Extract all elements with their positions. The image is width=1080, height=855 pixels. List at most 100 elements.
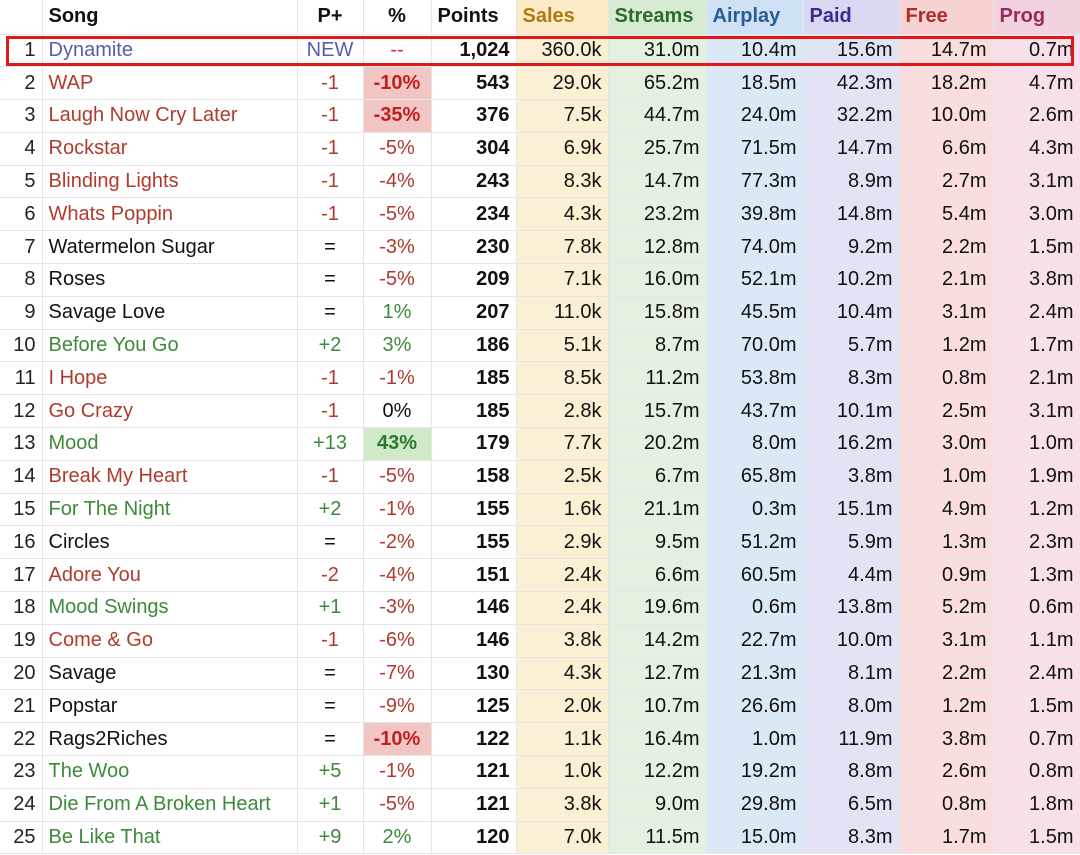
position-change: NEW: [297, 34, 364, 68]
song-title[interactable]: Break My Heart: [42, 460, 298, 494]
position-change: -1: [297, 132, 364, 166]
percent-change: -3%: [363, 591, 432, 625]
song-title[interactable]: Come & Go: [42, 624, 298, 658]
points-value: 146: [431, 591, 517, 625]
table-row[interactable]: 5 Blinding Lights -1 -4% 243 8.3k 14.7m 77.3m 8.…: [0, 165, 1080, 199]
streams-value: 14.7m: [608, 165, 707, 199]
airplay-value: 65.8m: [706, 460, 804, 494]
paid-value: 32.2m: [803, 99, 900, 133]
percent-change: 43%: [363, 427, 432, 461]
airplay-value: 51.2m: [706, 525, 804, 560]
table-row[interactable]: 19 Come & Go -1 -6% 146 3.8k 14.2m 22.7m 10.0m 3.…: [0, 624, 1080, 658]
table-row[interactable]: 1 Dynamite NEW -- 1,024 360.0k 31.0m 10.4m 15.6m…: [0, 34, 1080, 68]
airplay-value: 1.0m: [706, 722, 804, 757]
streams-value: 21.1m: [608, 493, 707, 527]
table-row[interactable]: 4 Rockstar -1 -5% 304 6.9k 25.7m 71.5m 14.7m 6.6m…: [0, 132, 1080, 166]
rank-cell: 16: [0, 525, 43, 560]
prog-value: 2.4m: [993, 657, 1080, 691]
song-title[interactable]: For The Night: [42, 493, 298, 527]
prog-value: 0.7m: [993, 722, 1080, 757]
table-row[interactable]: 3 Laugh Now Cry Later -1 -35% 376 7.5k 44.7m 24…: [0, 99, 1080, 133]
table-row[interactable]: 22 Rags2Riches = -10% 122 1.1k 16.4m 1.0m 11.9m 3…: [0, 722, 1080, 757]
song-title[interactable]: Be Like That: [42, 821, 298, 855]
rank-cell: 3: [0, 99, 43, 133]
streams-value: 11.2m: [608, 361, 707, 396]
table-row[interactable]: 23 The Woo +5 -1% 121 1.0k 12.2m 19.2m 8.8m 2.6m 0…: [0, 755, 1080, 789]
header-percent[interactable]: %: [363, 0, 432, 35]
position-change: =: [297, 263, 364, 297]
song-title[interactable]: Before You Go: [42, 329, 298, 363]
table-row[interactable]: 21 Popstar = -9% 125 2.0k 10.7m 26.6m 8.0m 1.2m 1.…: [0, 689, 1080, 724]
percent-change: -4%: [363, 165, 432, 199]
table-row[interactable]: 17 Adore You -2 -4% 151 2.4k 6.6m 60.5m 4.4m 0.9m…: [0, 558, 1080, 593]
table-row[interactable]: 13 Mood +13 43% 179 7.7k 20.2m 8.0m 16.2m 3.0m 1.0…: [0, 427, 1080, 461]
song-title[interactable]: Popstar: [42, 689, 298, 724]
song-title[interactable]: Go Crazy: [42, 394, 298, 429]
paid-value: 6.5m: [803, 788, 900, 822]
song-title[interactable]: Adore You: [42, 558, 298, 593]
table-row[interactable]: 9 Savage Love = 1% 207 11.0k 15.8m 45.5m 10.4m 3.…: [0, 296, 1080, 330]
song-title[interactable]: Die From A Broken Heart: [42, 788, 298, 822]
song-title[interactable]: The Woo: [42, 755, 298, 789]
percent-change: -2%: [363, 525, 432, 560]
song-title[interactable]: Mood Swings: [42, 591, 298, 625]
song-title[interactable]: Circles: [42, 525, 298, 560]
table-body: 1 Dynamite NEW -- 1,024 360.0k 31.0m 10.4m 15.6m…: [0, 34, 1080, 855]
rank-cell: 13: [0, 427, 43, 461]
song-title[interactable]: Laugh Now Cry Later: [42, 99, 298, 133]
streams-value: 23.2m: [608, 197, 707, 232]
table-row[interactable]: 7 Watermelon Sugar = -3% 230 7.8k 12.8m 74.0m 9.…: [0, 230, 1080, 265]
percent-change: -5%: [363, 263, 432, 297]
table-row[interactable]: 12 Go Crazy -1 0% 185 2.8k 15.7m 43.7m 10.1m 2.5m…: [0, 394, 1080, 429]
header-paid[interactable]: Paid: [803, 0, 900, 35]
header-streams[interactable]: Streams: [608, 0, 707, 35]
prog-value: 1.9m: [993, 460, 1080, 494]
percent-change: -5%: [363, 788, 432, 822]
header-free[interactable]: Free: [899, 0, 994, 35]
song-title[interactable]: WAP: [42, 66, 298, 101]
position-change: -1: [297, 460, 364, 494]
header-pplus[interactable]: P+: [297, 0, 364, 35]
header-airplay[interactable]: Airplay: [706, 0, 804, 35]
song-title[interactable]: Blinding Lights: [42, 165, 298, 199]
header-song[interactable]: Song: [42, 0, 298, 35]
table-row[interactable]: 24 Die From A Broken Heart +1 -5% 121 3.8k 9.0…: [0, 788, 1080, 822]
song-title[interactable]: Rockstar: [42, 132, 298, 166]
table-row[interactable]: 18 Mood Swings +1 -3% 146 2.4k 19.6m 0.6m 13.8m 5…: [0, 591, 1080, 625]
header-prog[interactable]: Prog: [993, 0, 1080, 35]
airplay-value: 18.5m: [706, 66, 804, 101]
table-row[interactable]: 6 Whats Poppin -1 -5% 234 4.3k 23.2m 39.8m 14.8m…: [0, 197, 1080, 232]
table-row[interactable]: 15 For The Night +2 -1% 155 1.6k 21.1m 0.3m 15.1…: [0, 493, 1080, 527]
table-row[interactable]: 10 Before You Go +2 3% 186 5.1k 8.7m 70.0m 5.7m 1…: [0, 329, 1080, 363]
rank-cell: 1: [0, 34, 43, 68]
rank-cell: 22: [0, 722, 43, 757]
song-title[interactable]: Rags2Riches: [42, 722, 298, 757]
song-title[interactable]: I Hope: [42, 361, 298, 396]
table-row[interactable]: 14 Break My Heart -1 -5% 158 2.5k 6.7m 65.8m 3.8…: [0, 460, 1080, 494]
airplay-value: 77.3m: [706, 165, 804, 199]
rank-cell: 7: [0, 230, 43, 265]
header-points[interactable]: Points: [431, 0, 517, 35]
points-value: 209: [431, 263, 517, 297]
airplay-value: 53.8m: [706, 361, 804, 396]
position-change: -2: [297, 558, 364, 593]
song-title[interactable]: Mood: [42, 427, 298, 461]
song-title[interactable]: Savage Love: [42, 296, 298, 330]
song-title[interactable]: Watermelon Sugar: [42, 230, 298, 265]
free-value: 3.1m: [899, 624, 994, 658]
position-change: =: [297, 657, 364, 691]
song-title[interactable]: Whats Poppin: [42, 197, 298, 232]
header-sales[interactable]: Sales: [516, 0, 609, 35]
song-title[interactable]: Savage: [42, 657, 298, 691]
sales-value: 1.0k: [516, 755, 609, 789]
table-row[interactable]: 8 Roses = -5% 209 7.1k 16.0m 52.1m 10.2m 2.1m 3.8m: [0, 263, 1080, 297]
song-title[interactable]: Dynamite: [42, 34, 298, 68]
table-row[interactable]: 20 Savage = -7% 130 4.3k 12.7m 21.3m 8.1m 2.2m 2.4…: [0, 657, 1080, 691]
position-change: +1: [297, 591, 364, 625]
table-row[interactable]: 16 Circles = -2% 155 2.9k 9.5m 51.2m 5.9m 1.3m 2.3…: [0, 525, 1080, 560]
table-row[interactable]: 2 WAP -1 -10% 543 29.0k 65.2m 18.5m 42.3m 18.2m 4.…: [0, 66, 1080, 101]
table-row[interactable]: 25 Be Like That +9 2% 120 7.0k 11.5m 15.0m 8.3m 1…: [0, 821, 1080, 855]
streams-value: 9.5m: [608, 525, 707, 560]
song-title[interactable]: Roses: [42, 263, 298, 297]
table-row[interactable]: 11 I Hope -1 -1% 185 8.5k 11.2m 53.8m 8.3m 0.8m 2.…: [0, 361, 1080, 396]
